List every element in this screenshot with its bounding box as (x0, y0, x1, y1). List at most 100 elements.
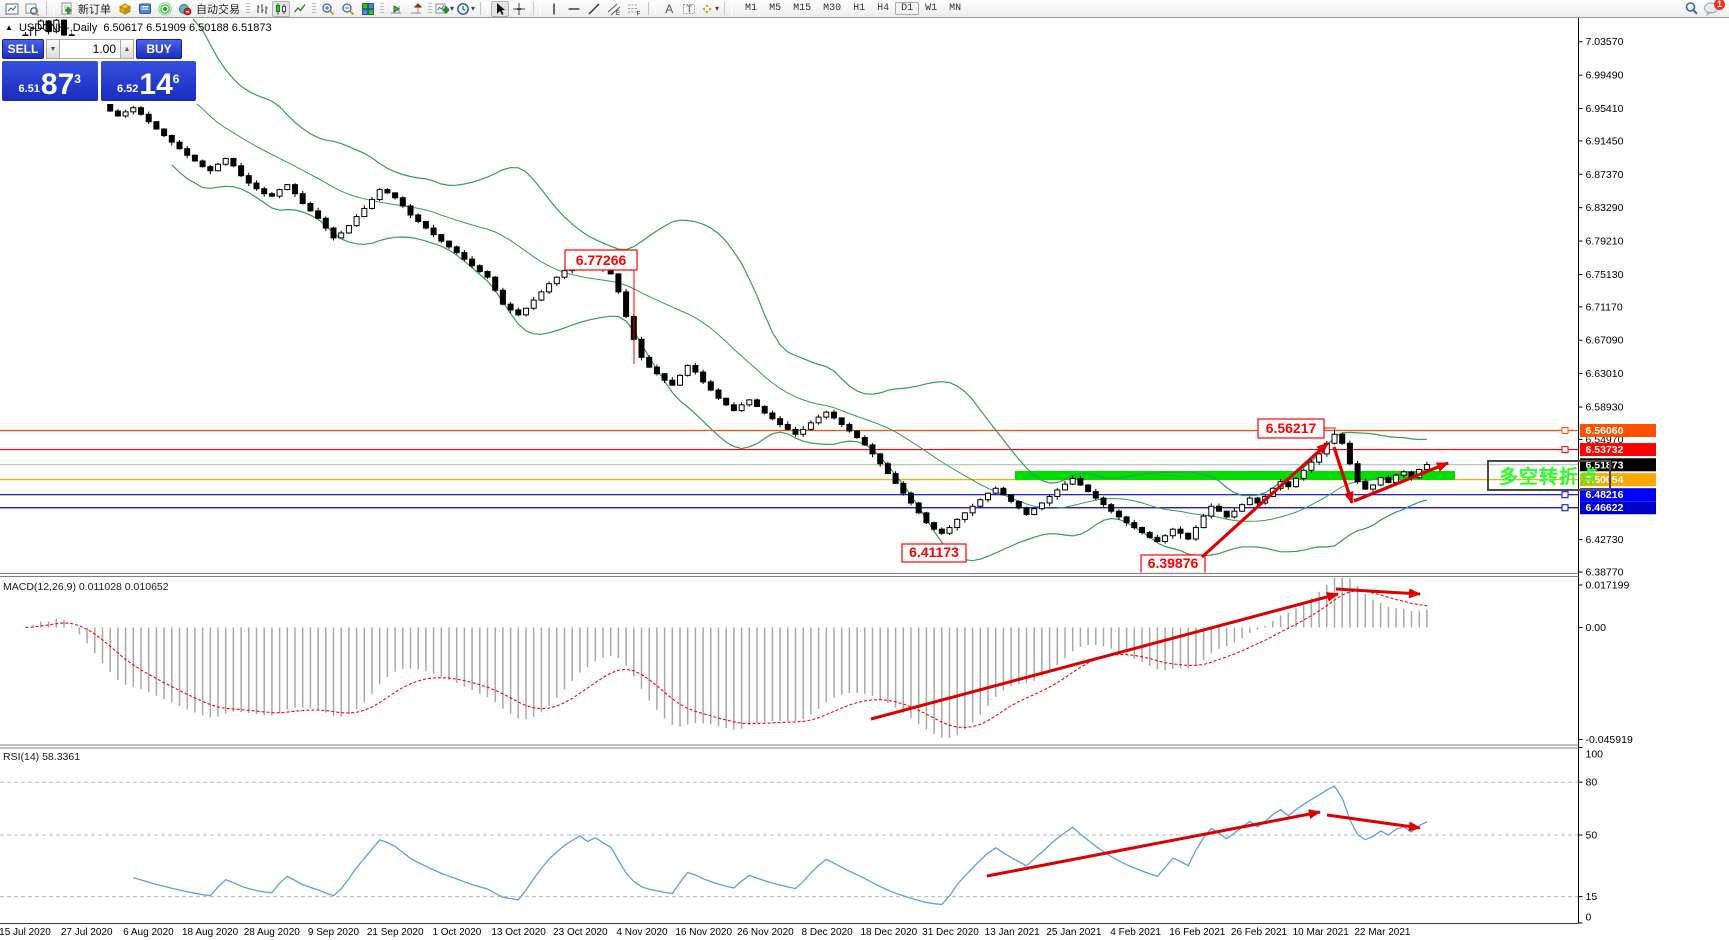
indicators-icon[interactable]: ▾ (434, 1, 455, 17)
navigator-icon[interactable] (155, 1, 175, 17)
new-order-icon[interactable] (57, 1, 77, 17)
candle-body (854, 430, 861, 439)
chat-icon[interactable]: 1 (1701, 0, 1725, 17)
trend-arrow[interactable] (870, 592, 1339, 721)
candle-body (322, 217, 329, 229)
chart-shift-icon[interactable] (406, 1, 426, 17)
candle-body (392, 192, 399, 199)
cursor-icon[interactable] (491, 0, 510, 17)
support-zone-bar[interactable] (1015, 471, 1455, 480)
price-callout-box[interactable] (1257, 418, 1325, 439)
level-price-badge (1580, 488, 1656, 502)
candlestick-chart-icon[interactable] (272, 0, 290, 17)
candle-body (746, 399, 753, 406)
candle-body (1031, 508, 1038, 515)
crosshair-icon[interactable] (509, 1, 529, 17)
text-icon[interactable]: A (659, 1, 679, 17)
trend-arrow[interactable] (1326, 813, 1421, 832)
candle-body (222, 157, 229, 165)
new-order-label[interactable]: 新订单 (78, 3, 111, 16)
trend-arrow[interactable] (1200, 441, 1330, 559)
price-callout-text: 6.39876 (1148, 555, 1199, 571)
candle-body (1154, 536, 1161, 542)
candle-body (730, 404, 737, 412)
fibonacci-icon[interactable]: F (624, 1, 644, 17)
candle-body (653, 366, 660, 375)
line-handle[interactable] (1561, 504, 1569, 512)
candle-body (399, 197, 406, 207)
periods-icon[interactable]: ▾ (455, 1, 476, 17)
note-box[interactable]: 多空转折点 (1487, 460, 1611, 491)
candle-body (877, 453, 884, 465)
bar-chart-icon[interactable] (252, 1, 272, 17)
trendline-icon[interactable] (584, 1, 604, 17)
tf-w1[interactable]: W1 (925, 3, 938, 14)
chart-profile-icon[interactable] (22, 1, 42, 17)
data-window-icon[interactable] (135, 1, 155, 17)
candle-body (807, 422, 814, 430)
tf-h1[interactable]: H1 (853, 3, 866, 14)
candle-body (161, 128, 168, 137)
auto-trading-icon[interactable] (175, 1, 195, 17)
market-watch-icon[interactable] (115, 1, 135, 17)
auto-scroll-icon[interactable] (386, 1, 406, 17)
candle-body (1177, 528, 1184, 534)
volume-input[interactable] (60, 39, 120, 59)
level-price-badge-text: 6.53732 (1586, 444, 1624, 456)
new-chart-icon[interactable] (2, 1, 22, 17)
candle-body (1139, 527, 1145, 533)
price-callout-box[interactable] (901, 543, 967, 563)
candle-body (561, 270, 568, 278)
horizontal-line-icon[interactable] (564, 1, 584, 17)
candle-body (861, 437, 868, 446)
tf-m1[interactable]: M1 (745, 3, 758, 14)
price-callout-box[interactable] (564, 249, 638, 271)
arrows-icon[interactable]: ▾ (699, 1, 720, 17)
tf-mn[interactable]: MN (949, 3, 962, 14)
rsi-line (133, 785, 1428, 906)
sell-price-box[interactable]: 6.51 87 3 (2, 61, 98, 101)
line-handle[interactable] (1561, 427, 1569, 435)
line-handle[interactable] (1561, 476, 1569, 484)
date-tick-label: 1 Oct 2020 (432, 927, 481, 938)
volume-decrease-button[interactable]: ▼ (46, 39, 60, 59)
collapse-arrow-icon[interactable] (5, 22, 16, 34)
text-label-icon[interactable]: T (679, 1, 699, 17)
volume-increase-button[interactable]: ▲ (120, 39, 134, 59)
symbol-title: USDCNH-,Daily (18, 22, 98, 34)
price-tick-label: 6.58930 (1586, 402, 1624, 414)
line-chart-icon[interactable] (290, 1, 310, 17)
search-icon[interactable] (1681, 1, 1701, 17)
candle-body (684, 365, 691, 376)
candle-body (253, 182, 260, 190)
price-callout-box[interactable] (1140, 554, 1206, 573)
zoom-out-icon[interactable] (338, 1, 358, 17)
trend-arrow[interactable] (986, 809, 1321, 878)
line-handle[interactable] (1561, 491, 1569, 499)
trend-arrow[interactable] (1335, 587, 1421, 599)
candle-body (1423, 464, 1430, 470)
sell-button[interactable]: SELL (2, 39, 44, 59)
chart-title-bar[interactable]: USDCNH-,Daily 6.50617 6.51909 6.50188 6.… (5, 22, 272, 34)
candle-body (384, 189, 391, 194)
date-tick-label: 26 Feb 2021 (1231, 927, 1288, 938)
zoom-in-icon[interactable] (318, 1, 338, 17)
trend-arrow[interactable] (1353, 461, 1449, 503)
buy-price-box[interactable]: 6.52 14 6 (100, 61, 196, 101)
vertical-line-icon[interactable] (544, 1, 564, 17)
tile-windows-icon[interactable] (358, 1, 378, 17)
equidistant-channel-icon[interactable]: E (604, 1, 624, 17)
auto-trading-label[interactable]: 自动交易 (196, 3, 240, 16)
candle-body (430, 227, 437, 236)
price-tick-label: 6.67090 (1586, 335, 1624, 347)
trend-arrow[interactable] (1332, 446, 1354, 504)
candle-body (407, 205, 414, 216)
tf-h4[interactable]: H4 (877, 3, 890, 14)
buy-button[interactable]: BUY (136, 39, 182, 59)
line-handle[interactable] (1561, 446, 1569, 454)
tf-m5[interactable]: M5 (769, 3, 782, 14)
tf-m15[interactable]: M15 (793, 3, 812, 14)
tf-m30[interactable]: M30 (823, 3, 842, 14)
tf-d1[interactable]: D1 (895, 2, 920, 15)
